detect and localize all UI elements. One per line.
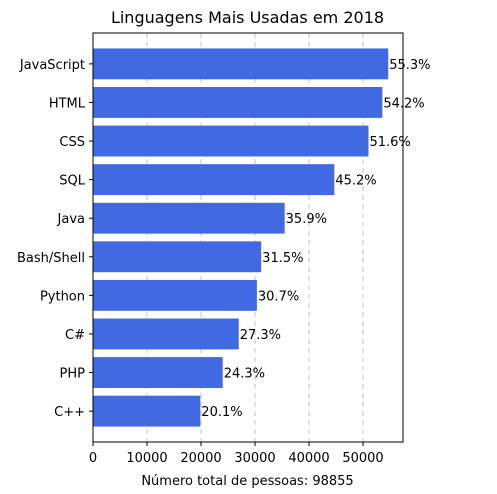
bar-c- xyxy=(93,395,201,427)
y-tick-label: C# xyxy=(65,328,85,343)
y-tick-label: C++ xyxy=(54,405,85,420)
bar-html xyxy=(93,87,383,118)
data-label: 24.3% xyxy=(224,367,265,382)
bar-python xyxy=(93,279,257,311)
bars xyxy=(93,48,389,427)
plot-frame xyxy=(92,32,404,443)
y-tick-label: Java xyxy=(57,212,85,227)
bar-c- xyxy=(93,318,239,350)
x-tick-label: 40000 xyxy=(288,451,329,466)
y-tick-label: JavaScript xyxy=(19,58,85,73)
y-tick-label: Bash/Shell xyxy=(17,251,85,266)
x-tick-label: 20000 xyxy=(180,451,221,466)
data-label: 51.6% xyxy=(369,135,410,150)
x-tick-label: 10000 xyxy=(126,451,167,466)
data-label: 30.7% xyxy=(258,289,299,304)
x-tick-label: 30000 xyxy=(234,451,275,466)
y-tick-label: PHP xyxy=(60,367,86,382)
bar-javascript xyxy=(93,48,389,80)
y-tick-label: HTML xyxy=(49,96,86,111)
data-label: 54.2% xyxy=(383,96,424,111)
data-label: 27.3% xyxy=(240,328,281,343)
y-tick-label: SQL xyxy=(59,174,85,189)
bar-php xyxy=(93,357,223,388)
data-label: 35.9% xyxy=(286,212,327,227)
chart-title: Linguagens Mais Usadas em 2018 xyxy=(111,8,384,27)
data-label: 20.1% xyxy=(201,405,242,420)
y-tick-label: CSS xyxy=(59,135,85,150)
x-axis-label: Número total de pessoas: 98855 xyxy=(141,474,353,489)
data-labels: 55.3% 54.2% 51.6% 45.2% 35.9% 31.5% 30.7% 27.3%… xyxy=(201,58,430,420)
bar-bash-shell xyxy=(93,241,262,273)
y-tick-label: Python xyxy=(40,289,85,304)
x-tick-label: 50000 xyxy=(342,451,383,466)
y-axis-ticks: JavaScript HTML CSS SQL Java Bash/Shell Python… xyxy=(17,58,93,420)
x-axis-ticks: 0 10000 20000 30000 40000 50000 xyxy=(89,442,384,466)
data-label: 55.3% xyxy=(389,58,430,73)
data-label: 45.2% xyxy=(335,174,376,189)
x-tick-label: 0 xyxy=(89,451,97,466)
bar-sql xyxy=(93,164,335,196)
bar-java xyxy=(93,202,285,234)
data-label: 31.5% xyxy=(262,251,303,266)
bar-css xyxy=(93,125,369,157)
